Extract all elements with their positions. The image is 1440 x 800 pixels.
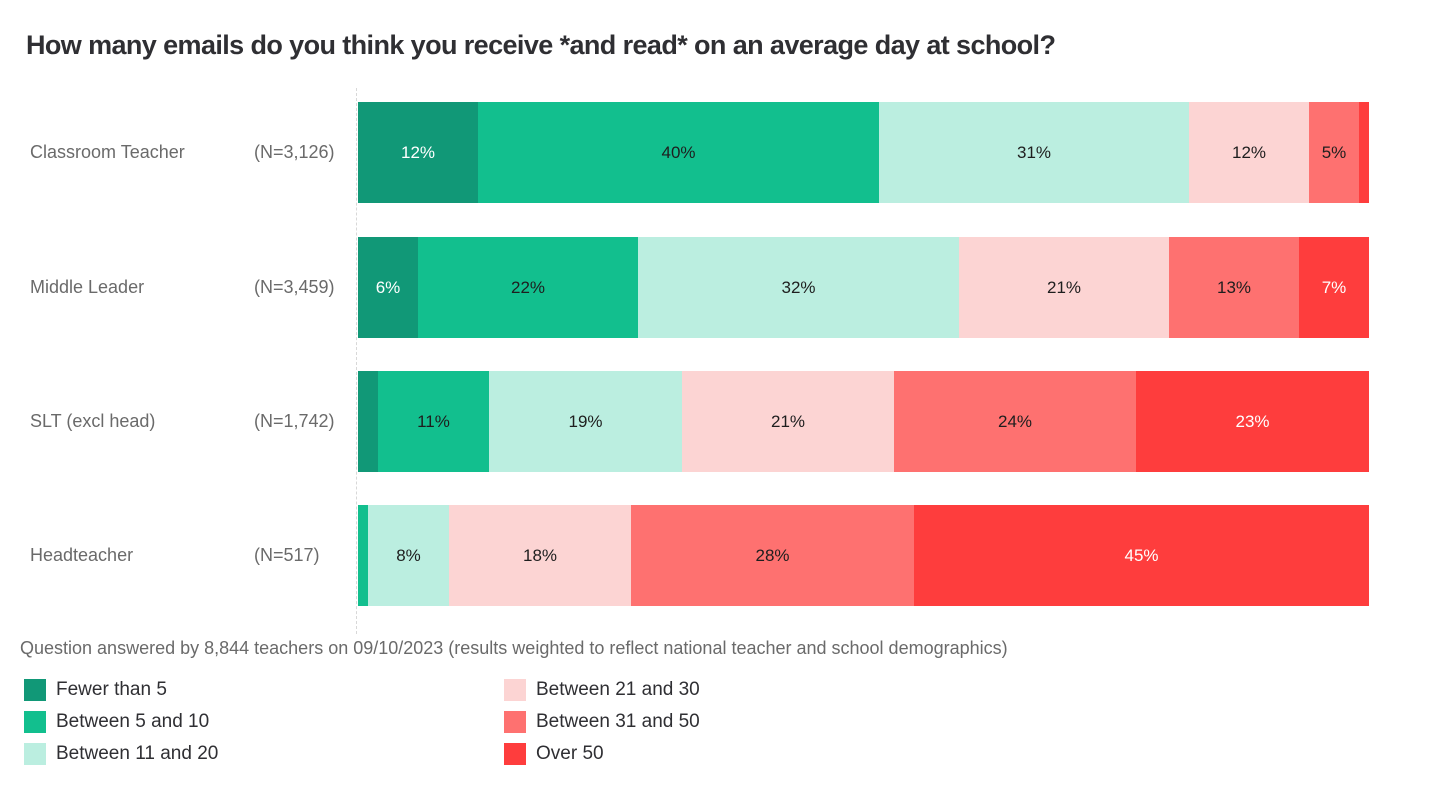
legend-swatch (504, 743, 526, 765)
legend-label: Between 21 and 30 (536, 679, 700, 700)
bar-segment: 31% (879, 102, 1189, 203)
legend-label: Between 31 and 50 (536, 711, 700, 732)
legend-item: Between 11 and 20 (24, 743, 218, 765)
data-label: 11% (417, 411, 450, 431)
data-label: 12% (400, 142, 436, 162)
bar-segment: 24% (894, 371, 1136, 472)
bar-segment: 21% (959, 237, 1169, 338)
legend-swatch (24, 711, 46, 733)
data-label: 18% (522, 545, 558, 565)
bar-segment: 32% (638, 237, 959, 338)
row-sample-size: (N=3,459) (254, 277, 335, 297)
legend-label: Fewer than 5 (56, 679, 167, 700)
legend-item: Over 50 (504, 743, 604, 765)
data-label: 31% (1016, 142, 1052, 162)
row-label: Middle Leader (30, 277, 145, 297)
data-label: 7% (1321, 277, 1347, 297)
bar-segment: 6% (358, 237, 418, 338)
row-label: Headteacher (30, 545, 134, 565)
data-label: 19% (568, 411, 603, 431)
stacked-bar: 11% 19% 21% 24% 23% (358, 371, 1369, 472)
bar-segment: 19% (489, 371, 682, 472)
legend-swatch (504, 679, 526, 701)
legend-swatch (504, 711, 526, 733)
stacked-bar: 12% 40% 31% 12% 5% (358, 102, 1369, 203)
bar-segment: 23% (1136, 371, 1369, 472)
bar-segment: 12% (358, 102, 478, 203)
legend-label: Between 5 and 10 (56, 711, 210, 732)
bar-segment: 40% (478, 102, 879, 203)
bar-segment: 11% (378, 371, 489, 472)
chart-title: How many emails do you think you receive… (26, 30, 1056, 60)
row-label: Classroom Teacher (30, 142, 185, 162)
legend-label: Over 50 (536, 743, 604, 764)
legend-swatch (24, 679, 46, 701)
data-label: 8% (396, 545, 421, 565)
bar-segment: 5% (1309, 102, 1359, 203)
bar-segment (358, 371, 378, 472)
data-label: 45% (1124, 545, 1159, 565)
data-label: 21% (1046, 277, 1082, 297)
axis-baseline (356, 88, 357, 634)
bar-segment: 13% (1169, 237, 1299, 338)
legend-item: Between 5 and 10 (24, 711, 209, 733)
stacked-bar: 6% 22% 32% 21% 13% 7% (358, 237, 1369, 338)
data-label: 28% (755, 545, 790, 565)
data-label: 32% (781, 277, 816, 297)
bar-segment: 21% (682, 371, 894, 472)
row-sample-size: (N=3,126) (254, 142, 335, 162)
row-sample-size: (N=1,742) (254, 411, 335, 431)
bar-segment: 28% (631, 505, 914, 606)
bar-segment: 12% (1189, 102, 1309, 203)
legend-swatch (24, 743, 46, 765)
legend-item: Fewer than 5 (24, 679, 167, 701)
data-label: 22% (510, 277, 546, 297)
bar-segment: 7% (1299, 237, 1369, 338)
bar-segment (1359, 102, 1369, 203)
bar-segment (358, 505, 368, 606)
legend-item: Between 31 and 50 (504, 711, 700, 733)
data-label: 23% (1235, 411, 1270, 431)
row-label: SLT (excl head) (30, 411, 156, 431)
bar-segment: 18% (449, 505, 631, 606)
stacked-bar: 8% 18% 28% 45% (358, 505, 1369, 606)
data-label: 12% (1231, 142, 1267, 162)
data-label: 21% (770, 411, 806, 431)
bar-segment: 45% (914, 505, 1369, 606)
bar-segment: 22% (418, 237, 638, 338)
data-label: 5% (1321, 142, 1347, 162)
data-label: 6% (375, 277, 401, 297)
data-label: 40% (661, 142, 696, 162)
chart-footnote: Question answered by 8,844 teachers on 0… (20, 638, 1008, 658)
row-sample-size: (N=517) (254, 545, 320, 565)
bar-segment: 8% (368, 505, 449, 606)
data-label: 13% (1216, 277, 1252, 297)
data-label: 24% (997, 411, 1033, 431)
legend-item: Between 21 and 30 (504, 679, 700, 701)
legend-label: Between 11 and 20 (56, 743, 219, 764)
